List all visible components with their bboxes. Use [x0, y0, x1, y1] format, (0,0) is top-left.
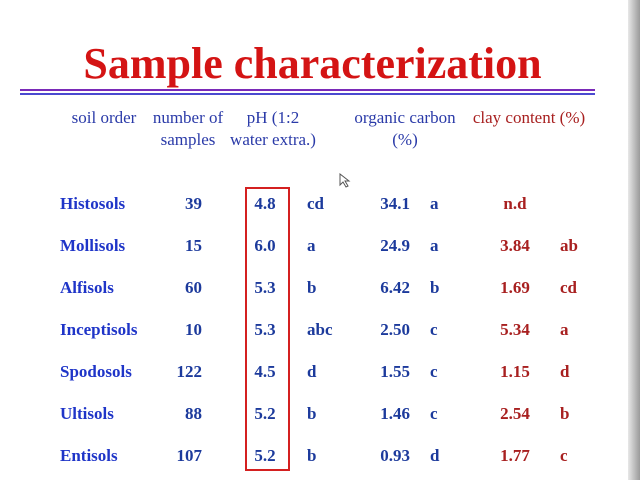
table-cell: b — [307, 446, 317, 465]
table-cell: 1.69 — [500, 278, 530, 297]
table-cell: cd — [560, 278, 577, 297]
table-cell: 2.54 — [500, 404, 530, 423]
table-cell: 3.84 — [500, 236, 530, 255]
table-cell: a — [430, 194, 439, 213]
mouse-cursor — [339, 173, 351, 188]
title-rule — [20, 89, 595, 91]
table-cell: 60 — [185, 278, 202, 297]
table-cell: 6.42 — [380, 278, 410, 297]
table-cell: 4.5 — [254, 362, 276, 381]
table-cell: a — [430, 236, 439, 255]
table-cell: c — [560, 446, 568, 465]
highlight-box — [245, 187, 290, 471]
table-cell: 10 — [185, 320, 202, 339]
table-cell: 6.0 — [254, 236, 276, 255]
table-cell: 2.50 — [380, 320, 410, 339]
table-cell: c — [430, 404, 438, 423]
table-cell: 39 — [185, 194, 202, 213]
table-cell: b — [430, 278, 440, 297]
table-cell: ab — [560, 236, 578, 255]
table-cell: 1.55 — [380, 362, 410, 381]
table-cell: d — [307, 362, 317, 381]
table-cell: b — [307, 278, 317, 297]
table-cell: 5.34 — [500, 320, 530, 339]
slide-title: Sample characterization — [83, 39, 542, 88]
table-cell: c — [430, 320, 438, 339]
table-cell: b — [560, 404, 570, 423]
table-cell: 1.15 — [500, 362, 530, 381]
table-cell: 122 — [176, 362, 203, 381]
table-cell: 1.77 — [500, 446, 530, 465]
table-cell: 1.46 — [380, 404, 410, 423]
table-cell: b — [307, 404, 317, 423]
table-cell: d — [560, 362, 570, 381]
window-edge — [628, 0, 640, 480]
table-cell: Entisols — [60, 446, 118, 465]
table-cell: 5.3 — [254, 278, 276, 297]
table-cell: Ultisols — [60, 404, 114, 423]
table-cell: d — [430, 446, 440, 465]
table-cell: 88 — [185, 404, 202, 423]
table-cell: a — [307, 236, 316, 255]
table-cell: n.d — [503, 194, 527, 213]
table-cell: c — [430, 362, 438, 381]
table-cell: Inceptisols — [60, 320, 138, 339]
title-rule — [20, 93, 595, 95]
column-header: organic carbon (%) — [354, 108, 456, 149]
column-header: soil order — [71, 108, 137, 127]
table-cell: Spodosols — [60, 362, 132, 381]
column-header: number of samples — [152, 108, 224, 149]
table-cell: Mollisols — [60, 236, 126, 255]
table-cell: 5.3 — [254, 320, 276, 339]
table-cell: 107 — [176, 446, 203, 465]
table-cell: 5.2 — [254, 446, 276, 465]
table-cell: a — [560, 320, 569, 339]
table-cell: 15 — [185, 236, 202, 255]
column-header: clay content (%) — [472, 108, 586, 127]
table-cell: cd — [307, 194, 324, 213]
table-cell: Alfisols — [60, 278, 114, 297]
table-cell: 24.9 — [380, 236, 410, 255]
table-cell: 5.2 — [254, 404, 276, 423]
table-cell: 0.93 — [380, 446, 410, 465]
table-cell: 4.8 — [254, 194, 276, 213]
table-cell: 34.1 — [380, 194, 410, 213]
column-header: pH (1:2 water extra.) — [230, 108, 316, 149]
table-cell: Histosols — [60, 194, 126, 213]
table-cell: abc — [307, 320, 333, 339]
